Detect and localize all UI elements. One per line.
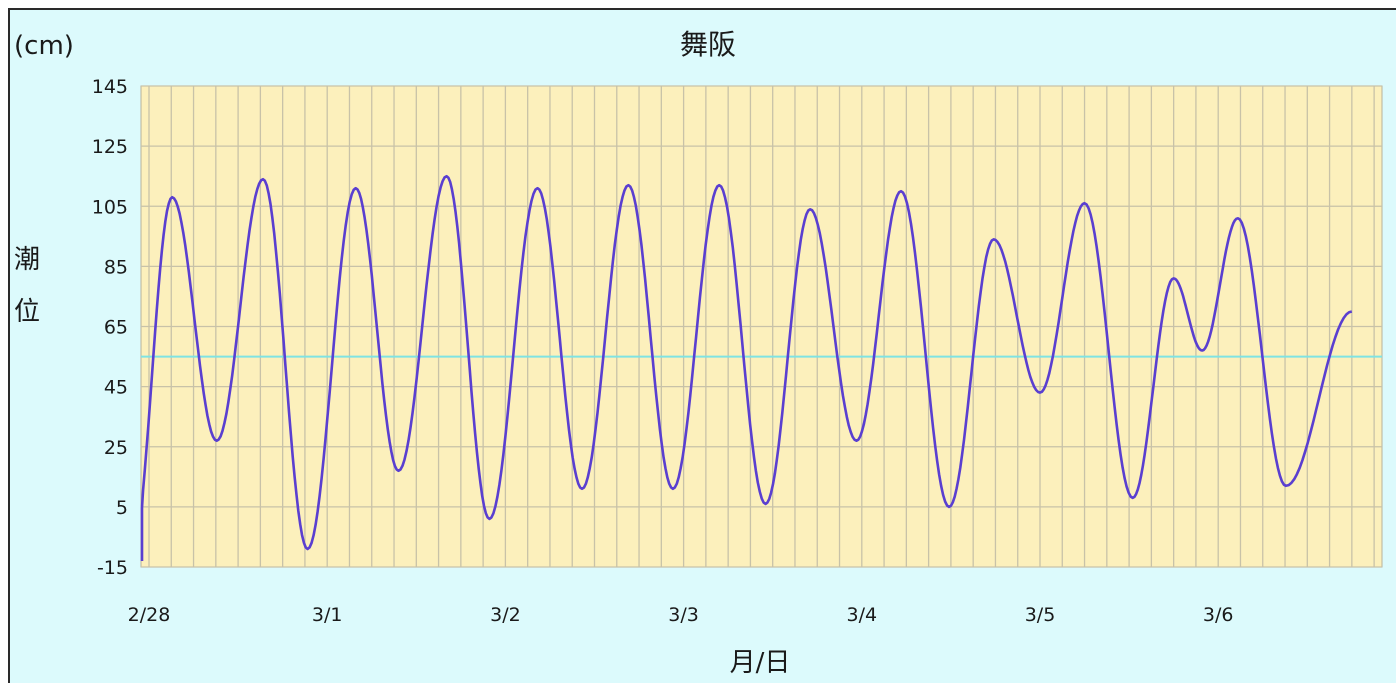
x-tick-label: 3/2 (490, 604, 521, 626)
unit-label: (cm) (14, 31, 74, 61)
tide-chart: (cm) 舞阪 月/日 潮位 -15 5 25 45 65 85 105 125 145 2/2… (14, 28, 1383, 678)
x-tick-label: 3/1 (312, 604, 343, 626)
y-axis-label: 潮位 (14, 245, 40, 327)
y-axis-ticks: -15 5 25 45 65 85 105 125 145 (92, 76, 128, 579)
y-tick-label: 105 (92, 196, 128, 218)
x-axis-ticks: 2/28 3/1 3/2 3/3 3/4 3/5 3/6 (128, 604, 1234, 626)
chart-frame: (cm) 舞阪 月/日 潮位 -15 5 25 45 65 85 105 125 145 2/2… (8, 8, 1396, 683)
x-tick-label: 2/28 (128, 604, 171, 626)
x-tick-label: 3/3 (668, 604, 699, 626)
y-tick-label: 145 (92, 76, 128, 98)
y-tick-label: 45 (104, 377, 128, 399)
y-tick-label: 25 (104, 437, 128, 459)
tide-series-line (140, 174, 1353, 561)
x-tick-label: 3/6 (1203, 604, 1234, 626)
y-tick-label: 125 (92, 136, 128, 158)
horizontal-gridlines (141, 85, 1382, 568)
x-axis-label: 月/日 (730, 648, 791, 678)
x-tick-label: 3/4 (847, 604, 878, 626)
y-axis-label-char: 潮 (14, 245, 40, 275)
y-axis-label-char: 位 (14, 297, 40, 327)
y-tick-label: 5 (116, 497, 128, 519)
x-tick-label: 3/5 (1025, 604, 1056, 626)
y-tick-label: -15 (97, 557, 128, 579)
y-tick-label: 65 (104, 317, 128, 339)
y-tick-label: 85 (104, 256, 128, 278)
chart-title: 舞阪 (680, 28, 736, 61)
